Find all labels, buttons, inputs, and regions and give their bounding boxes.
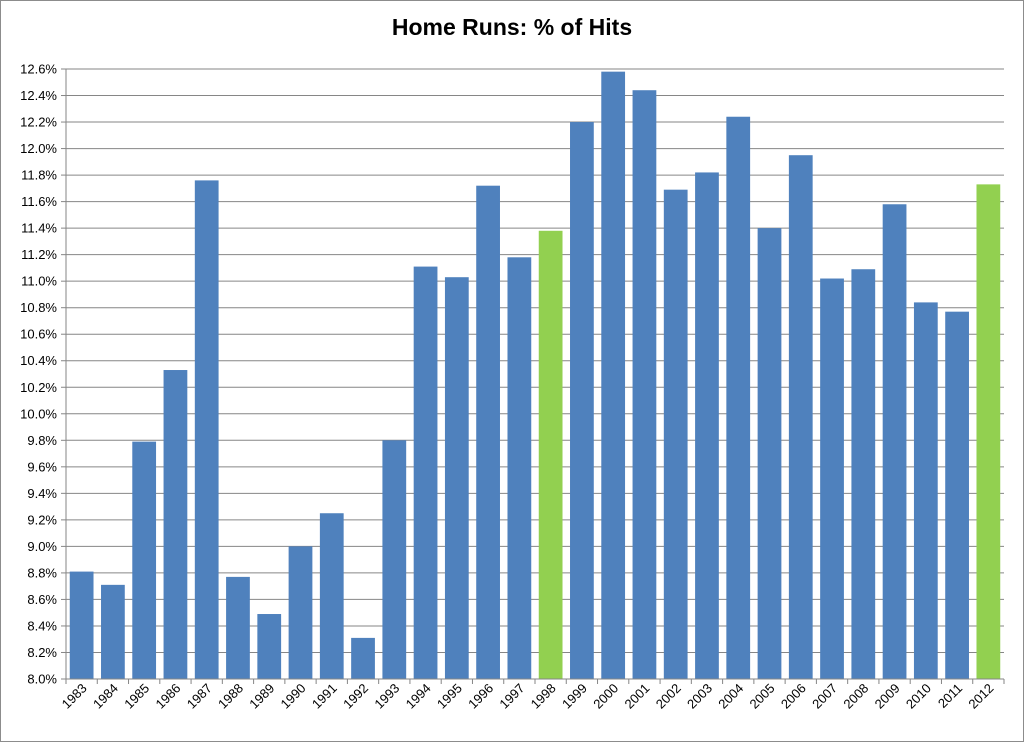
x-tick-label: 1983 (59, 681, 90, 712)
bar-1998 (538, 230, 563, 680)
x-tick-label: 1985 (121, 681, 152, 712)
x-tick-label: 1999 (559, 681, 590, 712)
x-tick-label: 2011 (935, 681, 965, 711)
bar-1984 (101, 584, 125, 679)
x-tick-label: 1996 (465, 681, 496, 712)
bar-2012 (976, 184, 1001, 679)
y-tick-label: 9.8% (27, 433, 57, 448)
bar-2010 (913, 302, 938, 679)
x-tick-label: 1997 (496, 681, 527, 712)
y-tick-label: 10.4% (20, 353, 57, 368)
y-tick-label: 11.4% (21, 221, 57, 236)
bar-2002 (663, 189, 688, 679)
x-tick-labels: 1983 1984 1985 1986 1987 1988 1989 1990 1991 1992… (59, 681, 997, 712)
x-tick-label: 2006 (778, 681, 809, 712)
y-tick-label: 8.4% (27, 618, 57, 633)
x-tick-label: 1992 (340, 681, 371, 712)
y-tick-label: 8.0% (27, 672, 57, 687)
y-tick-labels: 8.0% 8.2% 8.4% 8.6% 8.8% 9.0% 9.2% 9.4% 9.6% 9.8%… (20, 62, 57, 687)
x-tick-label: 2010 (903, 681, 934, 712)
bar-2005 (757, 228, 782, 679)
y-tick-label: 10.6% (20, 327, 57, 342)
x-tick-label: 2003 (684, 681, 715, 712)
bar-1986 (163, 370, 188, 679)
x-tick-label: 2007 (809, 681, 840, 712)
y-tick-label: 10.8% (20, 300, 57, 315)
x-tick-label: 1989 (246, 681, 277, 712)
bar-1987 (194, 180, 219, 680)
bar-1993 (382, 440, 407, 679)
x-tick-label: 1984 (90, 681, 121, 712)
y-tick-label: 9.2% (27, 512, 57, 527)
bar-1991 (319, 513, 344, 679)
bar-2006 (788, 155, 813, 679)
x-tick-label: 1994 (403, 681, 434, 712)
x-tick-label: 2004 (715, 681, 746, 712)
bar-1989 (257, 614, 282, 679)
bar-2007 (820, 278, 844, 679)
y-tick-label: 8.2% (27, 645, 57, 660)
x-tick-label: 1990 (278, 681, 309, 712)
bar-1996 (476, 185, 500, 679)
x-tick-label: 1991 (309, 681, 340, 712)
bar-1999 (570, 122, 594, 680)
y-tick-label: 11.2% (21, 247, 57, 262)
y-tick-label: 9.6% (27, 459, 57, 474)
bar-2004 (726, 116, 751, 679)
bar-2008 (851, 269, 876, 679)
x-tick-label: 1988 (215, 681, 246, 712)
bar-1995 (444, 277, 469, 679)
gridlines (66, 68, 1004, 680)
x-tick-label: 2005 (747, 681, 778, 712)
x-tick-label: 2012 (965, 681, 996, 712)
y-tick-label: 9.0% (27, 539, 57, 554)
axes (61, 68, 1005, 684)
bar-2000 (601, 71, 626, 680)
y-tick-label: 8.8% (27, 565, 57, 580)
y-tick-label: 8.6% (27, 592, 57, 607)
y-tick-label: 11.8% (21, 168, 57, 183)
bar-1985 (132, 441, 157, 679)
x-tick-label: 1993 (371, 681, 402, 712)
x-tick-label: 2008 (840, 681, 871, 712)
bar-1997 (507, 257, 532, 679)
bar-1990 (288, 546, 313, 679)
bar-2009 (882, 204, 907, 679)
x-tick-label: 1986 (152, 681, 183, 712)
y-tick-label: 12.2% (20, 115, 57, 130)
chart-title: Home Runs: % of Hits (391, 14, 633, 40)
y-tick-label: 9.4% (27, 486, 57, 501)
y-tick-label: 12.6% (20, 62, 57, 77)
bar-2011 (945, 311, 969, 679)
bars (69, 71, 1001, 680)
x-tick-label: 1995 (434, 681, 465, 712)
y-tick-label: 10.2% (20, 380, 57, 395)
x-tick-label: 1998 (528, 681, 559, 712)
bar-1994 (413, 266, 438, 679)
y-tick-label: 12.4% (20, 88, 57, 103)
x-tick-label: 2000 (590, 681, 621, 712)
bar-2001 (632, 90, 657, 679)
bar-2003 (695, 172, 719, 679)
x-tick-label: 2001 (621, 681, 652, 712)
x-tick-label: 1987 (184, 681, 215, 712)
y-tick-label: 11.0% (21, 274, 57, 289)
x-tick-label: 2002 (653, 681, 684, 712)
y-tick-label: 12.0% (20, 141, 57, 156)
bar-1992 (351, 637, 375, 679)
y-tick-label: 11.6% (21, 194, 57, 209)
bar-1988 (226, 576, 250, 679)
y-tick-label: 10.0% (20, 406, 57, 421)
x-tick-label: 2009 (872, 681, 903, 712)
bar-1983 (69, 571, 94, 679)
